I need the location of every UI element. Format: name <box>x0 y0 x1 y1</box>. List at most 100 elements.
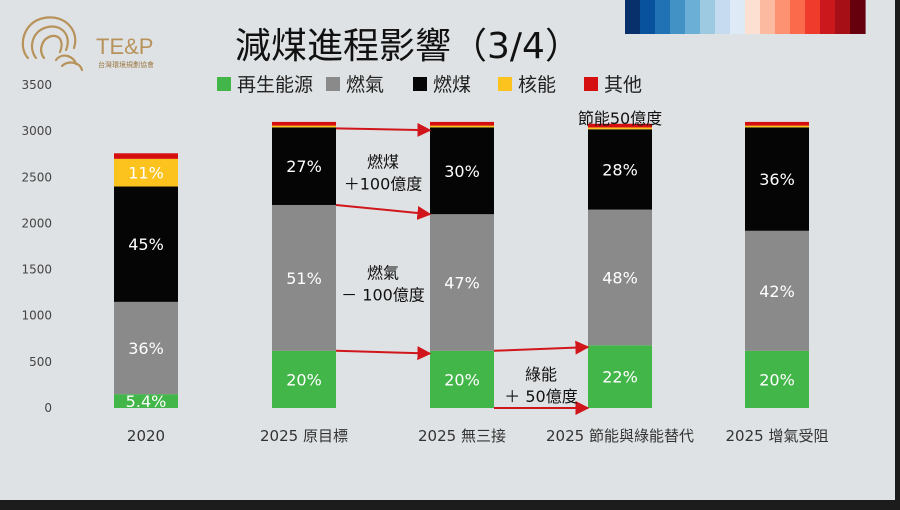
data-label-gas-0: 36% <box>128 339 164 358</box>
bar-renewable-1 <box>272 350 336 408</box>
bar-renewable-0 <box>114 394 178 408</box>
stripe <box>850 0 866 34</box>
x-tick-label: 2020 <box>127 427 165 445</box>
annotation-0-line-1: ＋100億度 <box>344 175 423 194</box>
bar-nuclear-4 <box>745 125 809 128</box>
bar-renewable-2 <box>430 350 494 408</box>
data-label-nuclear-0: 11% <box>128 164 164 183</box>
legend-label-nuclear: 核能 <box>518 74 556 96</box>
logo: TE&P 台灣環境規劃協會 <box>21 16 154 72</box>
bar-coal-3 <box>588 129 652 210</box>
data-label-coal-2: 30% <box>444 162 480 181</box>
y-tick-label: 2500 <box>21 170 52 184</box>
annotation-1-line-1: － 100億度 <box>341 285 425 304</box>
bar-coal-4 <box>745 127 809 231</box>
bar-nuclear-0 <box>114 158 178 187</box>
bar-other-3 <box>588 123 652 128</box>
bars: 5.4% 36% 45% 11% 20% 51% 27% 20% 47% 30% 22% 48% 28%… <box>114 121 809 411</box>
data-label-renewable-2: 20% <box>444 370 480 389</box>
y-tick-label: 3500 <box>21 78 52 92</box>
stripe <box>790 0 806 34</box>
logo-swirl-icon <box>21 16 84 72</box>
bar-coal-2 <box>430 127 494 215</box>
data-label-renewable-3: 22% <box>602 368 638 387</box>
bar-renewable-4 <box>745 350 809 408</box>
legend-swatch-coal <box>413 77 427 91</box>
legend-swatch-renewable <box>217 77 231 91</box>
y-axis: 0 500 1000 1500 2000 2500 3000 3500 <box>21 78 52 415</box>
data-label-renewable-0: 5.4% <box>126 392 167 411</box>
legend-label-other: 其他 <box>604 74 642 96</box>
bar-gas-0 <box>114 301 178 395</box>
chart-canvas: TE&P 台灣環境規劃協會 減煤進程影響（3/4） 再生能源 燃氣 燃煤 核能 其他 0… <box>21 0 866 445</box>
legend-swatch-gas <box>326 77 340 91</box>
annotation-3-line-0: 節能50億度 <box>578 109 662 128</box>
bar-other-0 <box>114 153 178 159</box>
stripe <box>670 0 686 34</box>
y-tick-label: 3000 <box>21 124 52 138</box>
legend-label-renewable: 再生能源 <box>237 74 313 96</box>
legend-swatch-other <box>584 77 598 91</box>
bar-other-2 <box>430 121 494 126</box>
logo-name: TE&P <box>96 34 153 59</box>
stripe <box>730 0 746 34</box>
stripe <box>760 0 776 34</box>
warming-stripes <box>625 0 866 34</box>
legend: 再生能源 燃氣 燃煤 核能 其他 <box>217 74 642 96</box>
stripe <box>745 0 761 34</box>
data-label-gas-1: 51% <box>286 269 322 288</box>
annotation-2-line-0: 綠能 <box>525 365 557 384</box>
bar-coal-0 <box>114 186 178 302</box>
data-label-gas-3: 48% <box>602 268 638 287</box>
annotation-1-line-0: 燃氣 <box>367 263 399 282</box>
annotation-2-line-1: ＋ 50億度 <box>504 387 577 406</box>
stripe <box>715 0 731 34</box>
x-tick-label: 2025 無三接 <box>418 427 506 445</box>
change-arrow <box>335 346 432 361</box>
change-arrows <box>335 122 590 415</box>
stripe <box>655 0 671 34</box>
bar-nuclear-3 <box>588 127 652 130</box>
y-tick-label: 500 <box>29 355 52 369</box>
change-arrow <box>335 203 432 220</box>
y-tick-label: 1000 <box>21 309 52 323</box>
bar-coal-1 <box>272 127 336 205</box>
stripe <box>775 0 791 34</box>
data-label-renewable-4: 20% <box>759 370 795 389</box>
x-axis: 2020 2025 原目標 2025 無三接 2025 節能與綠能替代 2025 增氣受… <box>127 427 829 445</box>
bar-other-4 <box>745 121 809 126</box>
annotation-0-line-0: 燃煤 <box>367 153 399 172</box>
logo-subtitle: 台灣環境規劃協會 <box>98 60 154 69</box>
data-label-gas-4: 42% <box>759 282 795 301</box>
y-tick-label: 1500 <box>21 263 52 277</box>
stripe <box>805 0 821 34</box>
bar-nuclear-1 <box>272 125 336 128</box>
bar-other-1 <box>272 121 336 126</box>
bar-gas-4 <box>745 230 809 351</box>
data-label-coal-3: 28% <box>602 160 638 179</box>
change-arrow <box>335 122 432 137</box>
x-tick-label: 2025 節能與綠能替代 <box>546 427 694 445</box>
legend-swatch-nuclear <box>498 77 512 91</box>
bar-renewable-3 <box>588 345 652 408</box>
data-label-coal-0: 45% <box>128 235 164 254</box>
bar-gas-3 <box>588 209 652 346</box>
change-arrow <box>493 340 590 355</box>
stripe <box>835 0 851 34</box>
stripe <box>640 0 656 34</box>
bar-gas-2 <box>430 214 494 351</box>
slide: TE&P 台灣環境規劃協會 減煤進程影響（3/4） 再生能源 燃氣 燃煤 核能 其他 0… <box>0 0 895 500</box>
stripe <box>820 0 836 34</box>
data-label-coal-1: 27% <box>286 157 322 176</box>
y-tick-label: 0 <box>44 401 52 415</box>
data-label-coal-4: 36% <box>759 170 795 189</box>
bar-gas-1 <box>272 204 336 351</box>
data-label-renewable-1: 20% <box>286 370 322 389</box>
legend-label-coal: 燃煤 <box>433 74 471 96</box>
stripe <box>625 0 641 34</box>
bar-nuclear-2 <box>430 125 494 128</box>
x-tick-label: 2025 原目標 <box>260 427 348 445</box>
x-tick-label: 2025 增氣受阻 <box>726 427 829 445</box>
stripe <box>700 0 716 34</box>
